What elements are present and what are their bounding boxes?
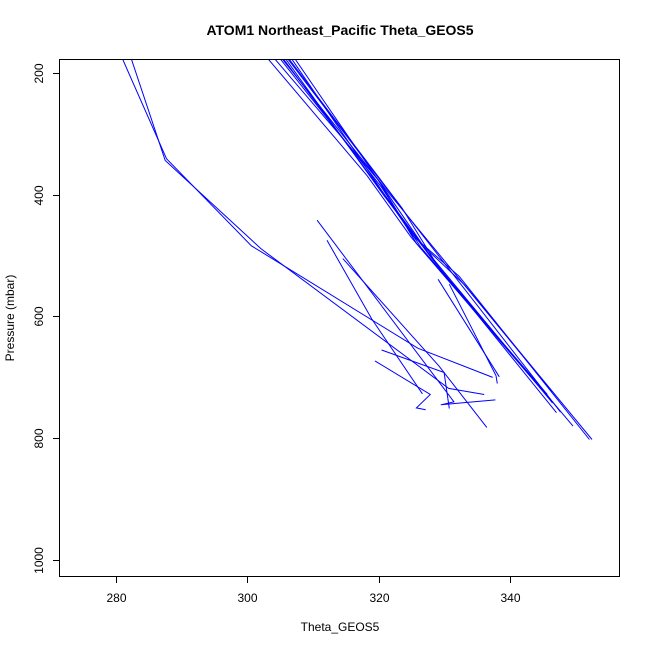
- series-line-0: [122, 60, 493, 378]
- x-axis: 280 300 320 340: [106, 576, 521, 605]
- y-tick-label-3: 800: [32, 428, 46, 448]
- plot-frame: [59, 59, 620, 577]
- series-line-17: [282, 60, 553, 392]
- series-7: [437, 279, 500, 378]
- series-line-7: [437, 279, 500, 378]
- series-11: [280, 60, 551, 400]
- series-line-18: [287, 60, 561, 413]
- series-0: [122, 60, 493, 378]
- x-axis-label: Theta_GEOS5: [301, 620, 380, 634]
- series-1: [131, 60, 485, 395]
- series-12: [283, 60, 553, 404]
- y-axis-label: Pressure (mbar): [3, 275, 17, 362]
- series-line-12: [283, 60, 553, 404]
- series-5: [381, 349, 450, 409]
- series-line-4: [342, 258, 488, 428]
- series-line-6: [374, 360, 432, 411]
- series-13: [285, 60, 557, 414]
- series-line-3: [326, 240, 423, 395]
- series-line-13: [285, 60, 557, 414]
- y-tick-label-4: 1000: [32, 547, 46, 574]
- series-line-5: [381, 349, 450, 409]
- y-axis: 200 400 600 800 1000: [32, 63, 60, 574]
- series-8: [448, 283, 498, 384]
- y-tick-label-1: 400: [32, 185, 46, 205]
- series-14: [289, 60, 574, 427]
- series-layer: [122, 60, 593, 440]
- y-tick-label-0: 200: [32, 63, 46, 83]
- x-tick-label-2: 320: [369, 591, 389, 605]
- x-tick-label-3: 340: [500, 591, 520, 605]
- series-line-1: [131, 60, 485, 395]
- series-3: [326, 240, 423, 395]
- series-2: [316, 219, 496, 406]
- series-4: [342, 258, 488, 428]
- chart-title: ATOM1 Northeast_Pacific Theta_GEOS5: [206, 22, 473, 38]
- series-18: [287, 60, 561, 413]
- series-17: [282, 60, 553, 392]
- x-tick-label-0: 280: [106, 591, 126, 605]
- series-line-11: [280, 60, 551, 400]
- series-line-8: [448, 283, 498, 384]
- series-6: [374, 360, 432, 411]
- y-tick-label-2: 600: [32, 306, 46, 326]
- x-tick-label-1: 300: [237, 591, 257, 605]
- series-line-2: [316, 219, 496, 406]
- series-line-14: [289, 60, 574, 427]
